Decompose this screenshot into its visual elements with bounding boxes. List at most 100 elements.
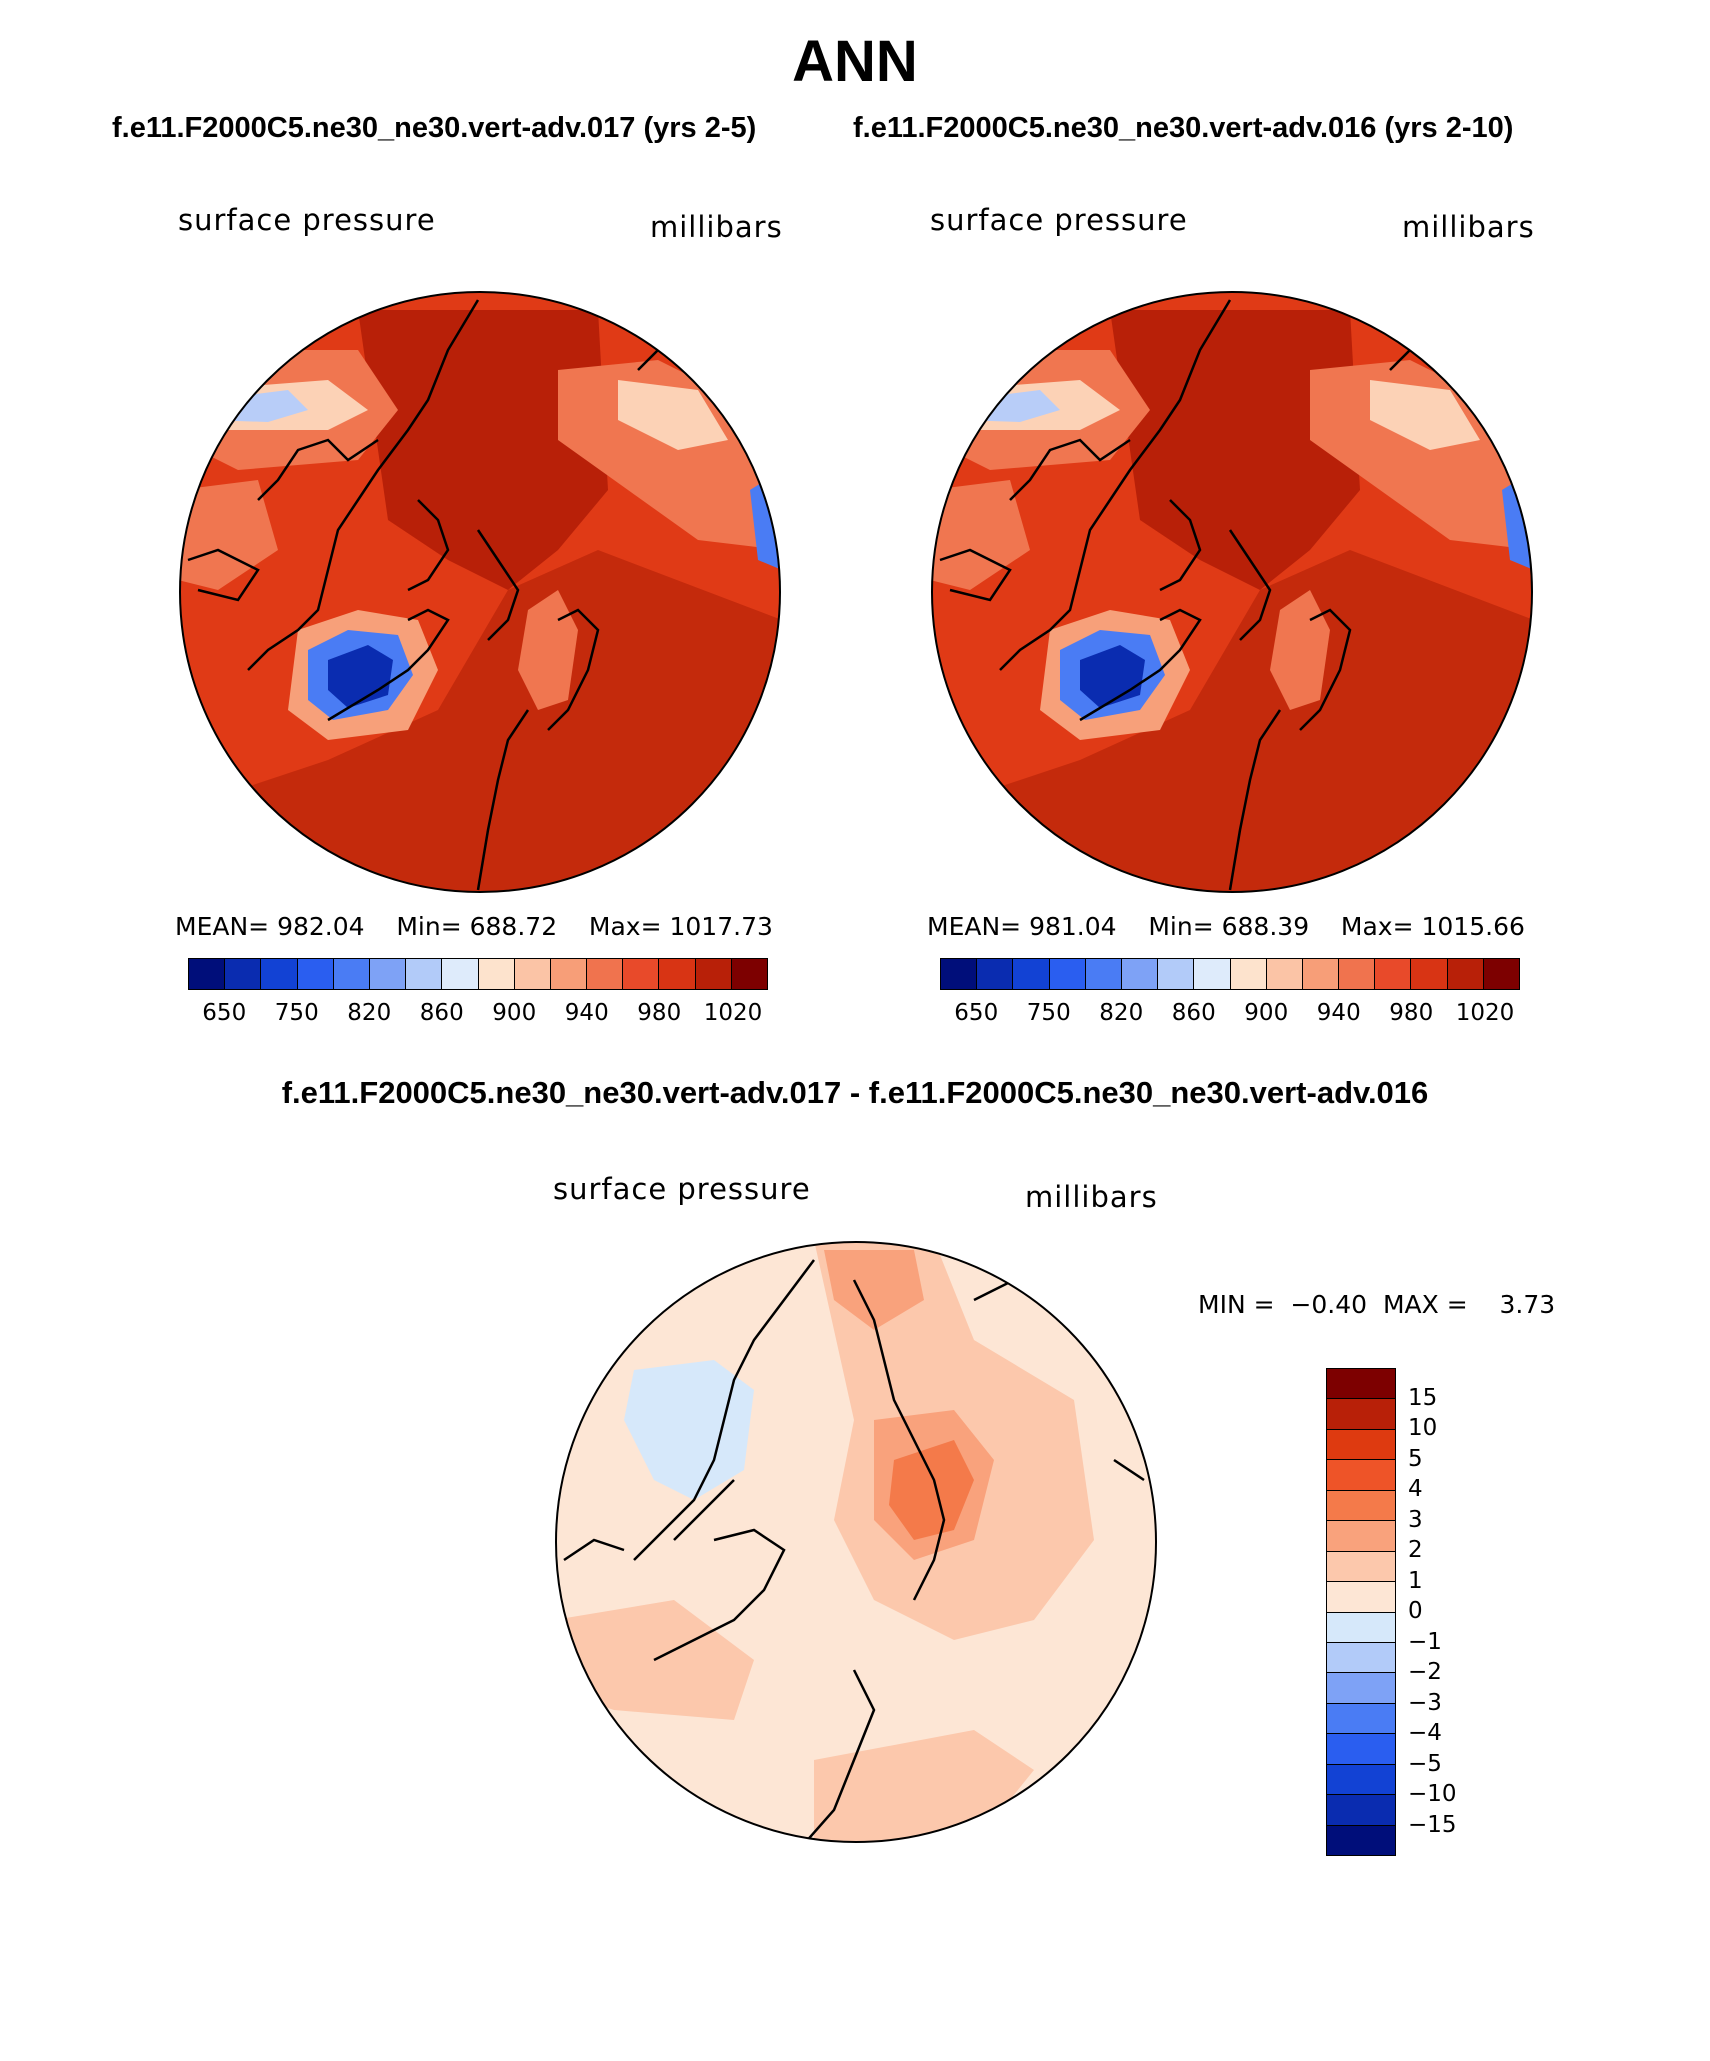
diff-arctic-core bbox=[889, 1440, 974, 1540]
diff-north-pacific bbox=[824, 1250, 924, 1330]
colorbar-tick-label: 1020 bbox=[703, 1000, 763, 1026]
panel1-scandinavia-band bbox=[518, 590, 578, 710]
panel1-units: millibars bbox=[650, 210, 783, 244]
page-title: ANN bbox=[792, 29, 918, 94]
colorbar-tick-label: 940 bbox=[1316, 1000, 1361, 1026]
panel1-max-label: Max= bbox=[588, 912, 662, 941]
colorbar-tick-label: 900 bbox=[1244, 1000, 1289, 1026]
colorbar-tick-label: −1 bbox=[1408, 1628, 1442, 1655]
colorbar-tick-label: 980 bbox=[637, 1000, 682, 1026]
colorbar-swatch bbox=[1327, 1825, 1395, 1855]
case-left-title: f.e11.F2000C5.ne30_ne30.vert-adv.017 (yr… bbox=[112, 112, 757, 144]
colorbar-tick-label: 15 bbox=[1408, 1384, 1438, 1411]
colorbar-swatch bbox=[695, 959, 732, 989]
panel2-ocean-high bbox=[932, 550, 1532, 892]
colorbar-swatch bbox=[1327, 1521, 1395, 1552]
panel2-tibet-light bbox=[1370, 380, 1480, 450]
colorbar-tick-label: −3 bbox=[1408, 1689, 1442, 1716]
colorbar-swatch bbox=[442, 959, 479, 989]
diff-siberia-neg bbox=[624, 1360, 754, 1500]
panel2-units: millibars bbox=[1402, 210, 1535, 244]
panel1-greenland-core bbox=[328, 645, 393, 708]
colorbar-tick-label: 1020 bbox=[1455, 1000, 1515, 1026]
panel1-min-label: Min= bbox=[396, 912, 462, 941]
diff-min-label: MIN = bbox=[1198, 1290, 1275, 1319]
panel2-alaska-band bbox=[932, 480, 1030, 590]
colorbar-swatch bbox=[1375, 959, 1412, 989]
diff-stats-row: MIN = −0.40 MAX = 3.73 bbox=[1198, 1290, 1555, 1319]
panel1-colorbar bbox=[188, 958, 768, 990]
colorbar-swatch bbox=[1302, 959, 1340, 989]
panel1-polar-map bbox=[179, 291, 781, 893]
panel2-stats-row: MEAN= 981.04 Min= 688.39 Max= 1015.66 bbox=[927, 912, 1525, 941]
panel2-arctic-high bbox=[1110, 310, 1360, 590]
colorbar-swatch bbox=[1327, 1703, 1395, 1735]
colorbar-swatch bbox=[1049, 959, 1086, 989]
panel2-mean-label: MEAN= bbox=[927, 912, 1022, 941]
diff-max-label: MAX = bbox=[1382, 1290, 1468, 1319]
colorbar-tick-label: 860 bbox=[1171, 1000, 1216, 1026]
colorbar-swatch bbox=[369, 959, 407, 989]
colorbar-tick-label: 860 bbox=[419, 1000, 464, 1026]
colorbar-tick-label: 750 bbox=[1026, 1000, 1071, 1026]
panel2-min-label: Min= bbox=[1148, 912, 1214, 941]
colorbar-swatch bbox=[941, 959, 978, 989]
colorbar-swatch bbox=[587, 959, 624, 989]
colorbar-swatch bbox=[478, 959, 515, 989]
panel2-scandinavia-band bbox=[1270, 590, 1330, 710]
colorbar-tick-label: 820 bbox=[347, 1000, 392, 1026]
colorbar-tick-label: 4 bbox=[1408, 1476, 1423, 1502]
panel1-mean-label: MEAN= bbox=[175, 912, 270, 941]
diff-colorbar bbox=[1326, 1368, 1396, 1856]
colorbar-swatch bbox=[1013, 959, 1050, 989]
panel1-variable: surface pressure bbox=[178, 203, 436, 237]
panel2-greenland-core bbox=[1080, 645, 1145, 708]
colorbar-swatch bbox=[1483, 959, 1519, 989]
colorbar-swatch bbox=[1327, 1642, 1395, 1674]
colorbar-swatch bbox=[1327, 1429, 1395, 1461]
panel2-mean-value: 981.04 bbox=[1029, 912, 1117, 941]
colorbar-swatch bbox=[623, 959, 660, 989]
colorbar-tick-label: 0 bbox=[1408, 1598, 1423, 1624]
panel2-max-value: 1015.66 bbox=[1421, 912, 1525, 941]
colorbar-swatch bbox=[1327, 1734, 1395, 1765]
colorbar-swatch bbox=[1327, 1551, 1395, 1583]
colorbar-swatch bbox=[1339, 959, 1376, 989]
colorbar-tick-label: 750 bbox=[274, 1000, 319, 1026]
colorbar-swatch bbox=[1327, 1673, 1395, 1704]
colorbar-swatch bbox=[1194, 959, 1231, 989]
colorbar-swatch bbox=[977, 959, 1014, 989]
panel1-tibet-light bbox=[618, 380, 728, 450]
colorbar-tick-label: −15 bbox=[1408, 1811, 1457, 1838]
colorbar-tick-label: 3 bbox=[1408, 1506, 1423, 1533]
colorbar-tick-label: 900 bbox=[492, 1000, 537, 1026]
colorbar-swatch bbox=[1327, 1369, 1395, 1400]
colorbar-swatch bbox=[1085, 959, 1122, 989]
panel1-arctic-high bbox=[358, 310, 608, 590]
colorbar-tick-label: 820 bbox=[1099, 1000, 1144, 1026]
colorbar-swatch bbox=[333, 959, 370, 989]
colorbar-swatch bbox=[1327, 1582, 1395, 1613]
colorbar-swatch bbox=[731, 959, 767, 989]
colorbar-tick-label: 980 bbox=[1389, 1000, 1434, 1026]
panel1-max-value: 1017.73 bbox=[669, 912, 773, 941]
colorbar-swatch bbox=[1327, 1490, 1395, 1522]
colorbar-swatch bbox=[1266, 959, 1303, 989]
diff-units: millibars bbox=[1025, 1180, 1158, 1214]
colorbar-tick-label: −4 bbox=[1408, 1720, 1442, 1746]
panel2-variable: surface pressure bbox=[930, 203, 1188, 237]
colorbar-swatch bbox=[550, 959, 588, 989]
colorbar-swatch bbox=[1327, 1399, 1395, 1430]
panel2-min-value: 688.39 bbox=[1221, 912, 1310, 941]
diff-min-value: −0.40 bbox=[1290, 1290, 1368, 1319]
diff-title: f.e11.F2000C5.ne30_ne30.vert-adv.017 - f… bbox=[281, 1075, 1429, 1110]
panel2-colorbar bbox=[940, 958, 1520, 990]
colorbar-swatch bbox=[1158, 959, 1195, 989]
case-right-title: f.e11.F2000C5.ne30_ne30.vert-adv.016 (yr… bbox=[853, 112, 1514, 144]
colorbar-swatch bbox=[189, 959, 226, 989]
colorbar-swatch bbox=[261, 959, 298, 989]
panel1-mean-value: 982.04 bbox=[277, 912, 365, 941]
panel1-ocean-high bbox=[180, 550, 780, 892]
colorbar-swatch bbox=[514, 959, 551, 989]
diff-variable: surface pressure bbox=[553, 1172, 811, 1206]
